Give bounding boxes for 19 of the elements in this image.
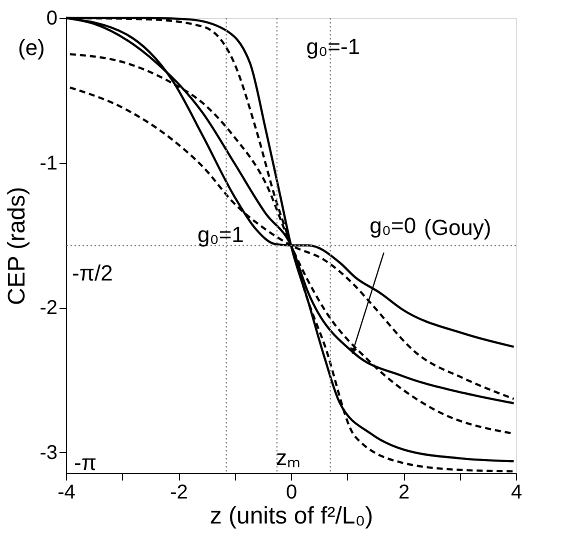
y-axis-title: CEP (rads) bbox=[4, 186, 31, 306]
annotation: g₀=1 bbox=[197, 222, 244, 248]
annotation: zₘ bbox=[276, 445, 300, 470]
annotation: (Gouy) bbox=[424, 215, 492, 240]
x-tick-label: -2 bbox=[170, 482, 188, 504]
y-tick-label: -3 bbox=[40, 442, 58, 464]
x-tick-label: 0 bbox=[286, 482, 298, 504]
x-tick-label: 4 bbox=[510, 482, 522, 504]
x-tick-label: -4 bbox=[58, 482, 76, 504]
annotation: g₀=-1 bbox=[306, 34, 360, 59]
x-tick-label: 2 bbox=[398, 482, 410, 504]
annotation: g₀=0 bbox=[370, 213, 416, 238]
y-tick-label: 0 bbox=[46, 8, 58, 30]
annotation: -π bbox=[74, 450, 97, 475]
y-tick-label: -1 bbox=[40, 152, 58, 174]
text: (e) bbox=[18, 35, 45, 60]
y-tick-label: -2 bbox=[40, 297, 58, 320]
ref-line-label: -π/2 bbox=[72, 260, 113, 286]
x-axis-title: z (units of f²/L₀) bbox=[210, 502, 374, 530]
